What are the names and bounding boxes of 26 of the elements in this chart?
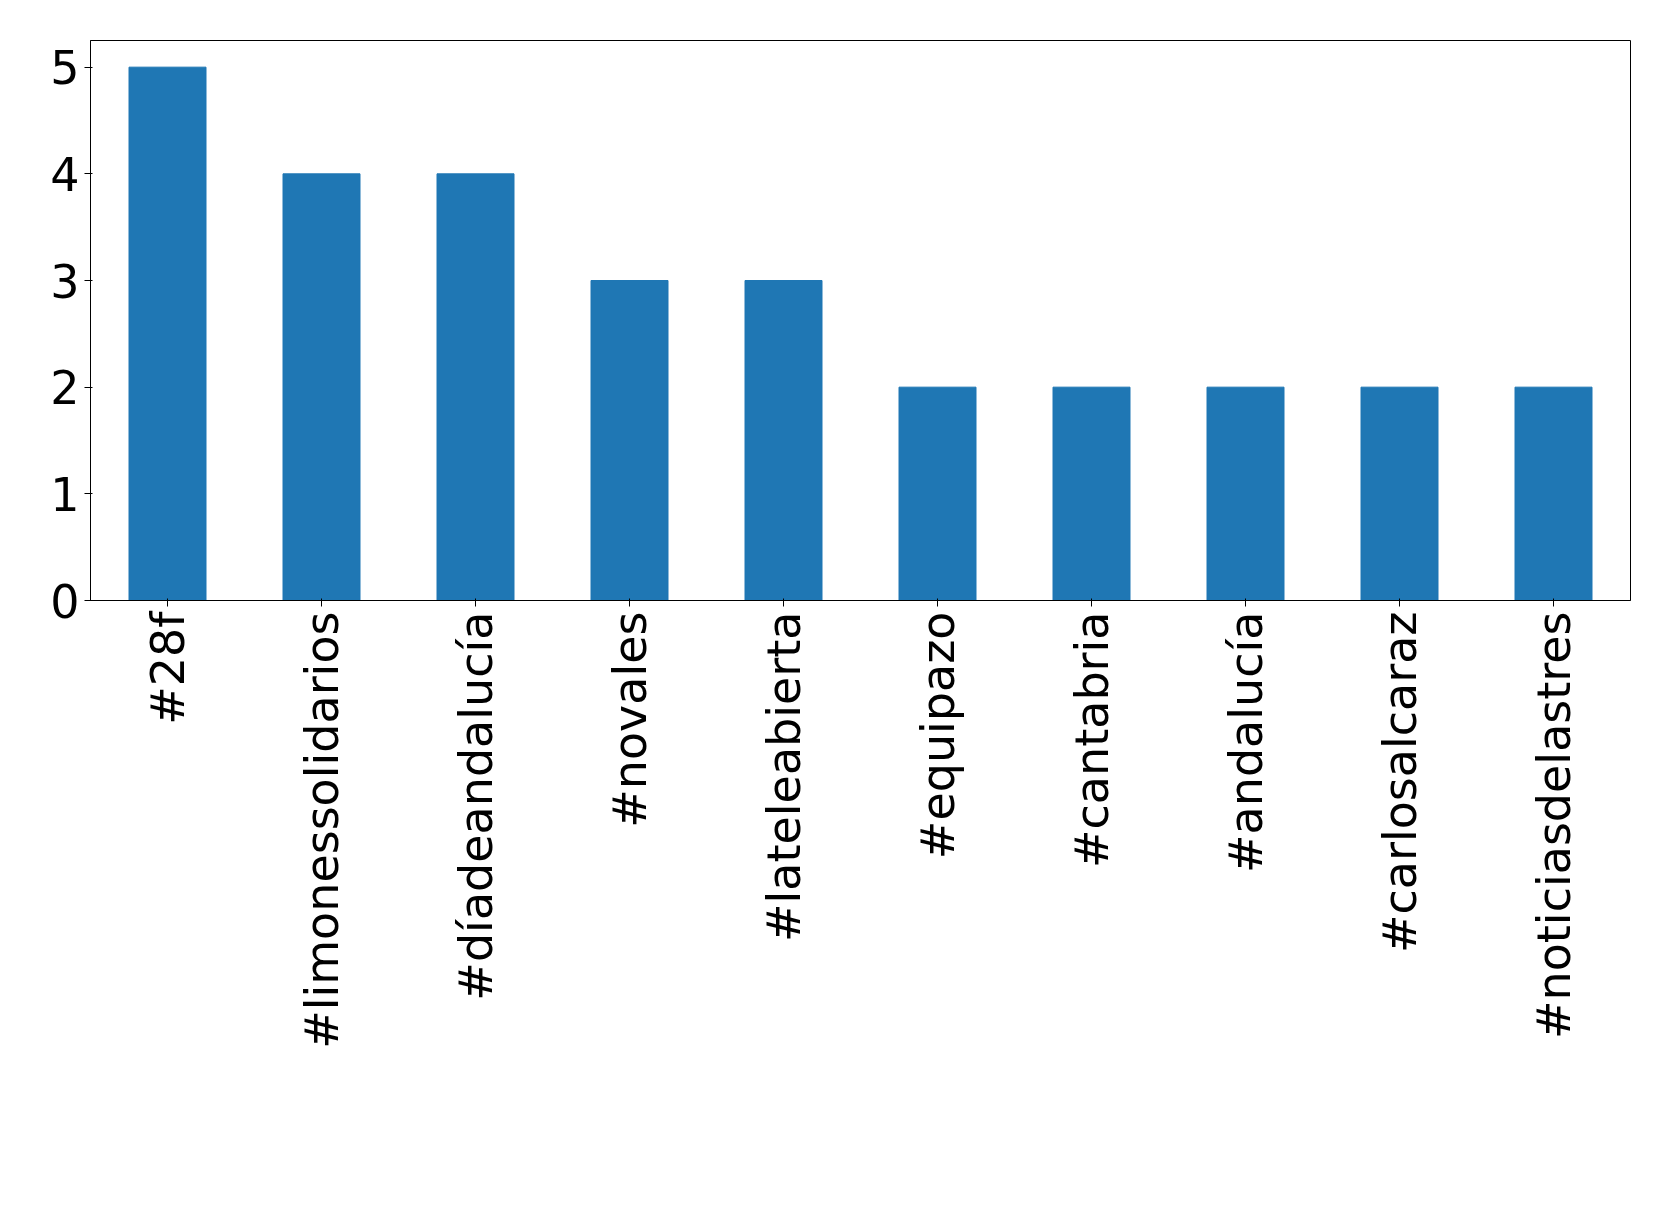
bar bbox=[128, 66, 207, 601]
y-tick-label: 1 bbox=[50, 467, 80, 522]
bar bbox=[282, 173, 361, 601]
x-tick-label: #carlosalcaraz bbox=[1372, 611, 1427, 954]
bar bbox=[744, 280, 823, 601]
x-tick-label: #limonessolidarios bbox=[294, 611, 349, 1049]
bar bbox=[1206, 386, 1285, 601]
bar bbox=[1360, 386, 1439, 601]
x-tick-label: #lateleabierta bbox=[756, 611, 811, 943]
y-tick-label: 2 bbox=[50, 361, 80, 416]
x-tick-label: #andalucía bbox=[1218, 611, 1273, 873]
bar bbox=[590, 280, 669, 601]
x-tick-label: #novales bbox=[602, 611, 657, 828]
x-tick-label: #noticiasdelastres bbox=[1526, 611, 1581, 1040]
x-tick-label: #cantabria bbox=[1064, 611, 1119, 868]
x-tick-label: #díadeandalucía bbox=[448, 611, 503, 1001]
y-tick-label: 0 bbox=[50, 574, 80, 629]
y-tick-label: 3 bbox=[50, 254, 80, 309]
bar bbox=[898, 386, 977, 601]
bar bbox=[1052, 386, 1131, 601]
x-tick-label: #28f bbox=[140, 609, 195, 725]
bar bbox=[436, 173, 515, 601]
bar bbox=[1514, 386, 1593, 601]
y-tick-label: 4 bbox=[50, 147, 80, 202]
x-tick-label: #equipazo bbox=[910, 611, 965, 860]
y-tick-label: 5 bbox=[50, 41, 80, 96]
